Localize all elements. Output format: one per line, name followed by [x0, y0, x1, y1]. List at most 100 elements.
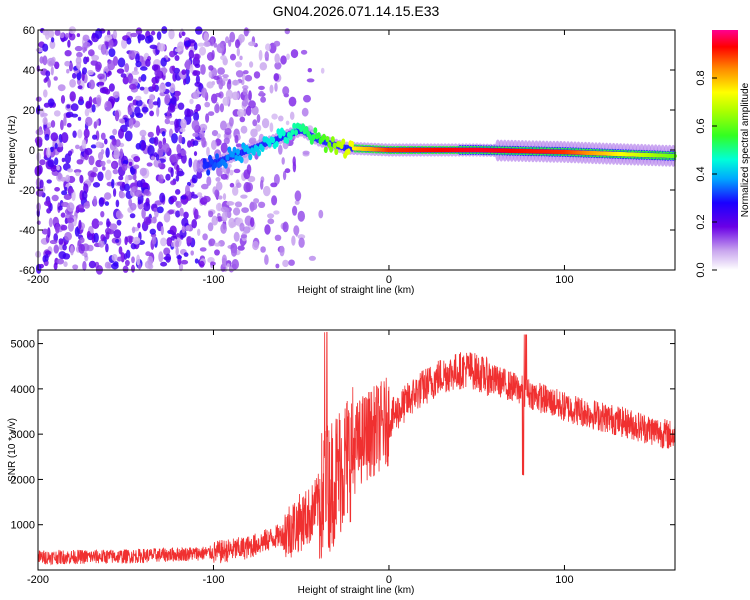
noise-blob: [147, 34, 154, 43]
noise-blob: [175, 240, 180, 248]
noise-blob: [201, 136, 207, 148]
noise-blob: [192, 70, 201, 76]
track-rim: [557, 147, 561, 150]
noise-blob: [271, 195, 278, 206]
noise-blob: [117, 57, 126, 68]
track-point: [334, 148, 339, 155]
noise-blob: [208, 210, 214, 218]
noise-blob: [44, 253, 49, 262]
noise-blob: [64, 50, 72, 57]
noise-blob: [91, 218, 100, 229]
noise-blob: [76, 61, 82, 70]
noise-blob: [318, 209, 324, 219]
noise-blob: [274, 234, 282, 241]
y-tick-label: 2000: [11, 474, 35, 486]
noise-blob: [242, 88, 248, 96]
noise-blob: [236, 47, 240, 57]
noise-blob: [65, 174, 71, 183]
noise-blob: [222, 96, 230, 106]
noise-blob: [274, 82, 278, 92]
noise-blob: [95, 141, 103, 148]
noise-blob: [96, 119, 100, 126]
noise-blob: [197, 42, 205, 47]
track-rim: [410, 152, 413, 154]
noise-blob: [242, 226, 251, 234]
noise-blob: [47, 159, 55, 168]
snr-axes: -200 -100 0 100 1000 2000 3000 4000 5000: [11, 330, 675, 586]
track-rim: [613, 149, 617, 152]
track-rim: [550, 154, 554, 156]
noise-blob: [54, 187, 60, 192]
noise-blob: [274, 53, 281, 64]
noise-blob: [154, 69, 162, 77]
noise-blob: [63, 194, 72, 200]
noise-blob: [36, 220, 41, 225]
noise-blob: [100, 43, 107, 55]
track-rim: [371, 151, 375, 154]
noise-blob: [57, 172, 62, 180]
noise-blob: [201, 87, 208, 98]
noise-blob: [53, 262, 58, 270]
track-rim: [448, 146, 452, 148]
track-point: [213, 161, 218, 169]
noise-blob: [118, 175, 124, 181]
noise-blob: [56, 165, 60, 171]
noise-blob: [135, 60, 142, 68]
track-rim: [406, 152, 410, 154]
track-rim: [596, 149, 599, 151]
noise-blob: [74, 226, 80, 237]
noise-blob: [160, 225, 164, 236]
noise-blob: [91, 104, 96, 113]
track-point: [316, 132, 321, 139]
noise-blob: [206, 81, 214, 89]
noise-blob: [59, 32, 65, 39]
track-point: [225, 154, 230, 161]
y-tick-label: 4000: [11, 384, 35, 396]
noise-blob: [199, 247, 207, 252]
noise-blob: [193, 208, 199, 220]
noise-blob: [220, 223, 227, 234]
track-rim: [589, 155, 592, 157]
noise-blob: [169, 50, 176, 58]
noise-blob: [106, 218, 110, 229]
noise-blob: [126, 37, 132, 45]
noise-blob: [50, 132, 59, 142]
track-point: [329, 146, 334, 153]
noise-blob: [174, 48, 182, 53]
track-rim: [455, 152, 459, 154]
noise-blob: [151, 235, 157, 245]
track-rim: [627, 150, 631, 152]
snr-frame: [37, 329, 676, 571]
noise-blob: [186, 236, 193, 244]
noise-blob: [208, 71, 213, 78]
y-tick-label: 20: [23, 105, 35, 117]
noise-blob: [116, 219, 122, 226]
x-tick-label: 100: [555, 274, 573, 286]
noise-blob: [258, 201, 266, 208]
noise-blob: [92, 32, 96, 39]
noise-blob: [122, 76, 129, 85]
noise-blob: [237, 245, 245, 251]
noise-blob: [197, 228, 201, 236]
noise-blob: [231, 247, 237, 257]
noise-blob: [119, 191, 126, 199]
noise-blob: [123, 253, 128, 260]
track-point: [311, 134, 316, 141]
noise-blob: [258, 85, 265, 90]
track-rim: [596, 155, 599, 158]
noise-blob: [84, 147, 93, 156]
track-rim: [515, 146, 519, 149]
noise-blob: [163, 212, 171, 223]
noise-blob: [215, 92, 222, 98]
noise-blob: [203, 32, 209, 43]
noise-blob: [92, 182, 101, 188]
noise-blob: [133, 173, 137, 181]
noise-blob: [128, 50, 136, 61]
noise-blob: [66, 68, 70, 74]
noise-blob: [264, 224, 271, 235]
noise-blob: [67, 150, 73, 157]
noise-blob: [243, 181, 251, 193]
track-rim: [406, 146, 410, 148]
noise-blob: [259, 90, 264, 97]
noise-blob: [53, 245, 59, 254]
